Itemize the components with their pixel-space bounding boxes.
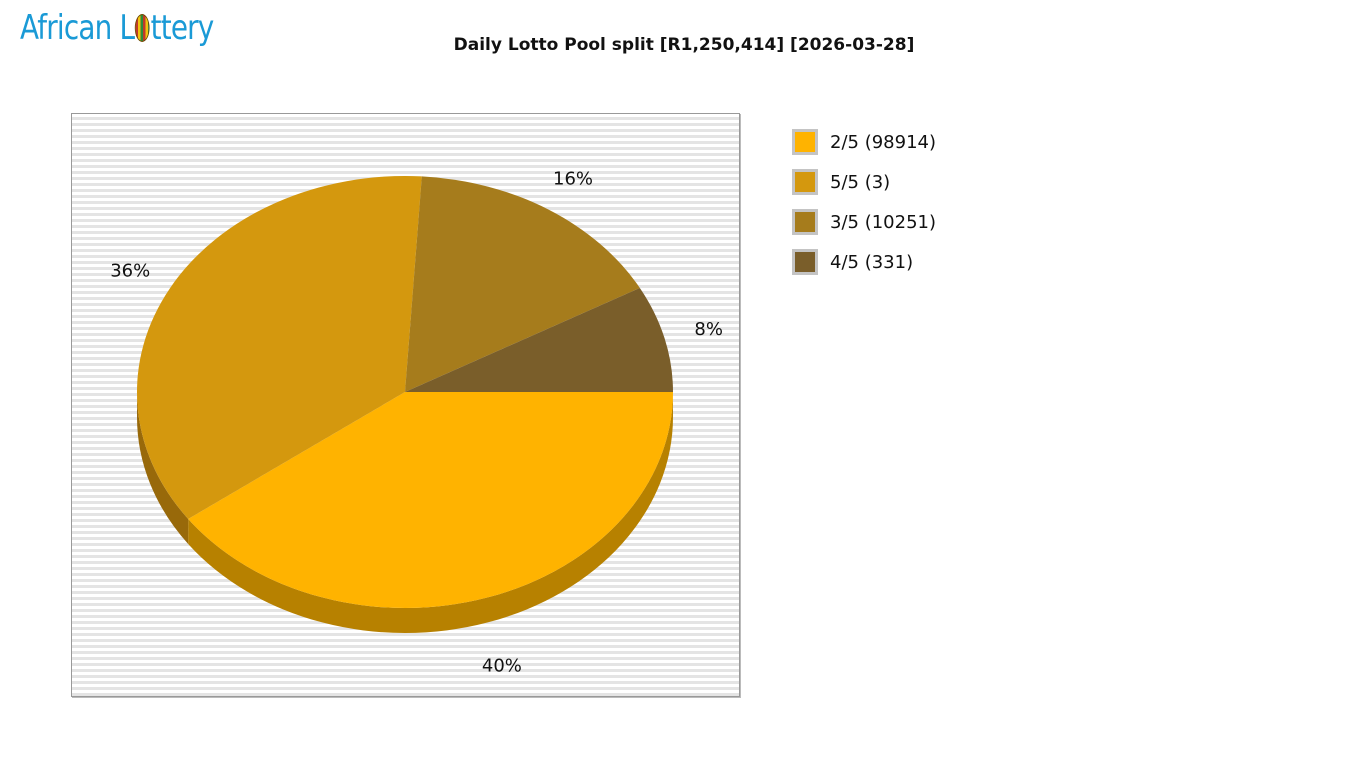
legend-label: 5/5 (3)	[830, 171, 891, 193]
pie-slice-label: 16%	[553, 169, 593, 190]
legend-swatch	[792, 249, 818, 275]
legend-label: 2/5 (98914)	[830, 131, 936, 153]
pie-slice-label: 8%	[694, 319, 723, 340]
legend-item: 5/5 (3)	[792, 162, 936, 202]
pie-slice-label: 40%	[482, 655, 522, 676]
pie-slice	[188, 392, 673, 608]
pie-slice-side	[137, 392, 189, 544]
pie-slice	[405, 176, 640, 392]
logo[interactable]: African L ttery	[20, 8, 215, 48]
legend-swatch	[792, 209, 818, 235]
logo-text-end: ttery	[150, 8, 215, 48]
legend: 2/5 (98914) 5/5 (3) 3/5 (10251) 4/5 (331)	[792, 122, 936, 282]
legend-item: 4/5 (331)	[792, 242, 936, 282]
pie-slice	[136, 175, 422, 519]
legend-item: 2/5 (98914)	[792, 122, 936, 162]
legend-swatch	[792, 129, 818, 155]
pie-slice-label: 36%	[110, 260, 150, 281]
logo-emblem-icon	[135, 14, 150, 42]
chart-title: Daily Lotto Pool split [R1,250,414] [202…	[453, 35, 915, 55]
legend-swatch	[792, 169, 818, 195]
pie-slice	[405, 287, 673, 392]
legend-label: 3/5 (10251)	[830, 211, 936, 233]
legend-item: 3/5 (10251)	[792, 202, 936, 242]
legend-label: 4/5 (331)	[830, 251, 914, 273]
pie-slice-side	[188, 392, 673, 633]
logo-text-start: African L	[20, 8, 135, 48]
